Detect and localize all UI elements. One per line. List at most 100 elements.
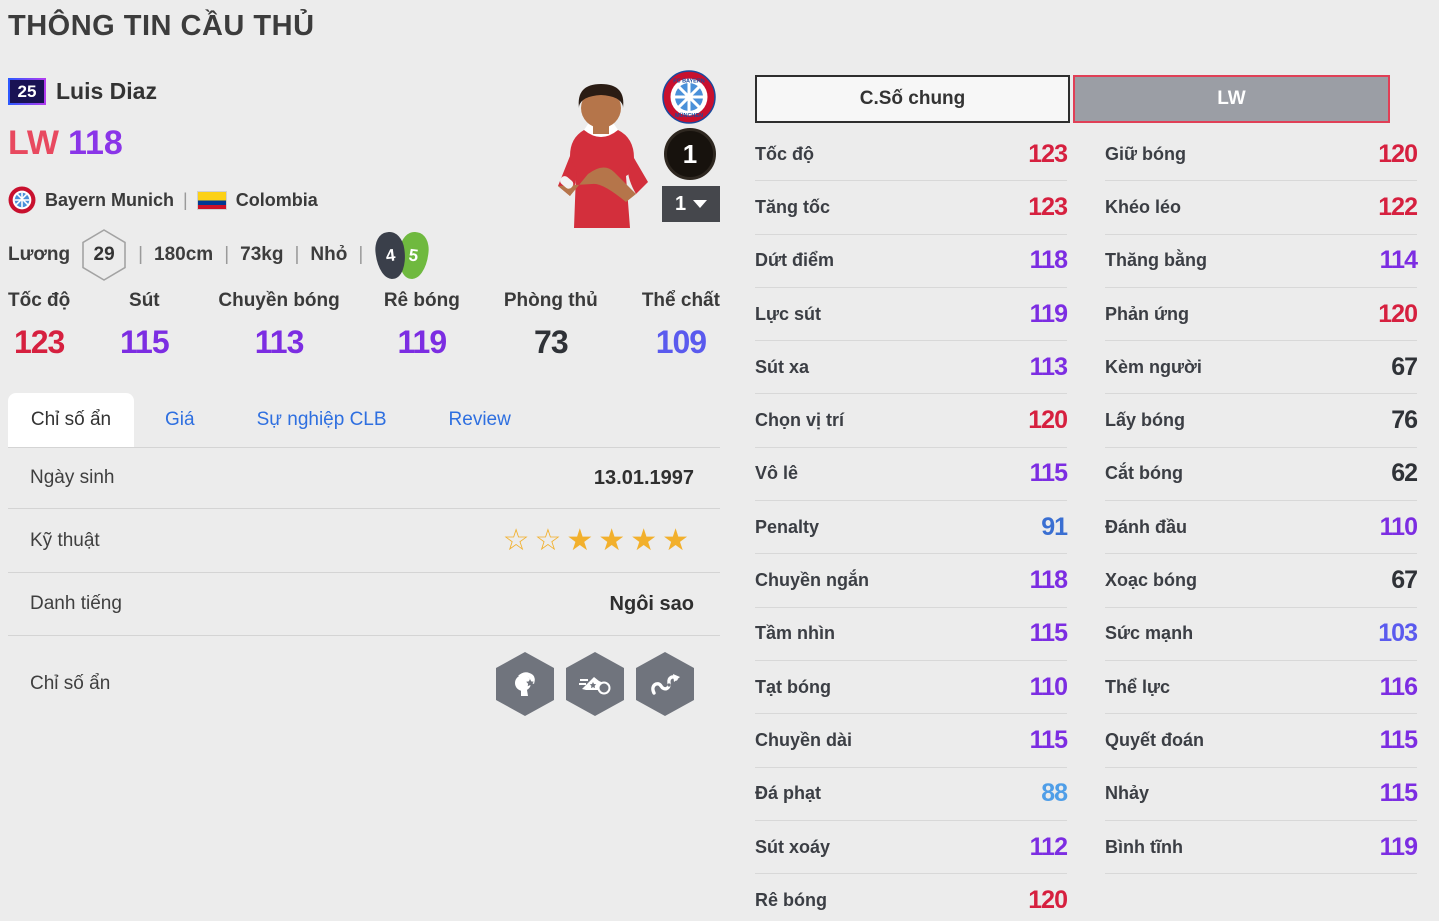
main-stat-label: Chuyền bóng — [218, 290, 340, 311]
stat-row: Sút xa 113 — [755, 341, 1068, 395]
main-stat-label: Sút — [129, 290, 160, 311]
separator: | — [358, 244, 364, 265]
player-summary-panel: 25 Luis Diaz LW 118 Bayern Munich | — [8, 70, 720, 913]
stat-value: 88 — [1041, 779, 1068, 808]
player-photo — [558, 84, 648, 228]
separator: | — [183, 189, 188, 210]
stat-label: Bình tĩnh — [1105, 836, 1183, 857]
stat-label: Thể lực — [1105, 676, 1171, 697]
stat-label: Cắt bóng — [1105, 463, 1183, 484]
stat-value: 120 — [1378, 139, 1418, 168]
stat-label: Tăng tốc — [755, 196, 830, 217]
stat-label: Chuyền dài — [755, 729, 853, 750]
svg-text:FC BAYERN: FC BAYERN — [673, 79, 705, 85]
main-stat-value: 109 — [655, 324, 707, 360]
main-stat-value: 115 — [120, 324, 170, 360]
stat-row: Giữ bóng 120 — [1105, 128, 1418, 182]
nation-name: Colombia — [235, 189, 318, 210]
separator: | — [224, 244, 230, 265]
tab-hidden-stats[interactable]: Chỉ số ẩn — [8, 393, 134, 447]
main-stat: Phòng thủ 73 — [504, 290, 598, 361]
stat-value: 120 — [1378, 299, 1418, 328]
stat-value: 110 — [1029, 672, 1068, 701]
stat-value: 115 — [1029, 619, 1068, 648]
stat-value: 119 — [1379, 832, 1418, 861]
stat-row: Đá phạt 88 — [755, 768, 1068, 821]
flag-colombia-icon — [196, 190, 227, 210]
position-stats-button[interactable]: LW — [1073, 75, 1390, 123]
stat-label: Xoạc bóng — [1105, 570, 1198, 591]
svg-text:MÜNCHEN: MÜNCHEN — [675, 112, 703, 119]
stat-value: 115 — [1379, 725, 1418, 754]
stat-value: 114 — [1379, 246, 1418, 275]
main-stat-value: 119 — [397, 324, 448, 360]
detailed-stats-panel: C.Số chung LW Tốc độ 123 Tăng tốc 123 Dứt đi… — [755, 70, 1420, 921]
level-dropdown[interactable]: 1 — [662, 186, 720, 222]
club-name: Bayern Munich — [45, 189, 175, 210]
main-stat: Tốc độ 123 — [8, 290, 70, 361]
club-crest-icon: FC BAYERN MÜNCHEN — [662, 70, 716, 124]
foot-rating: 4 5 — [373, 229, 432, 281]
stat-row: Tốc độ 123 — [755, 128, 1068, 182]
tab-bar: Chỉ số ẩn Giá Sự nghiệp CLB Review — [8, 393, 720, 447]
stat-row: Tạt bóng 110 — [755, 661, 1068, 715]
main-stats-row: Tốc độ 123 Sút 115 Chuyền bóng 113 Rê bóng 119 P… — [8, 290, 720, 361]
separator: | — [138, 244, 144, 265]
stat-row: Khéo léo 122 — [1105, 181, 1418, 235]
birth-label: Ngày sinh — [30, 467, 115, 488]
main-stat-label: Thể chất — [641, 290, 720, 311]
stat-value: 116 — [1379, 672, 1418, 701]
main-stat-label: Phòng thủ — [503, 290, 598, 311]
stat-value: 62 — [1391, 459, 1418, 488]
stat-label: Dứt điểm — [755, 250, 835, 271]
main-stat-label: Rê bóng — [383, 290, 460, 311]
stat-value: 103 — [1378, 619, 1418, 648]
player-rating: 118 — [67, 124, 123, 162]
stat-row: Bình tĩnh 119 — [1105, 821, 1418, 875]
stat-label: Sút xoáy — [755, 836, 831, 857]
main-stat-value: 113 — [254, 324, 305, 360]
tab-price[interactable]: Giá — [165, 409, 195, 430]
stat-row: Chuyền dài 115 — [755, 714, 1068, 768]
tab-club-career[interactable]: Sự nghiệp CLB — [256, 409, 387, 430]
stat-label: Lực sút — [755, 303, 822, 324]
stat-label: Đánh đầu — [1105, 516, 1188, 537]
main-stat: Rê bóng 119 — [384, 290, 460, 361]
table-row-birth: Ngày sinh 13.01.1997 — [8, 448, 720, 509]
hidden-label: Chỉ số ẩn — [30, 673, 111, 694]
hidden-info-table: Ngày sinh 13.01.1997 Kỹ thuật ☆☆★★★★ Dan… — [8, 447, 720, 732]
skill-stars: ☆☆★★★★ — [502, 524, 694, 557]
stat-value: 123 — [1028, 139, 1068, 168]
stat-label: Rê bóng — [755, 889, 827, 910]
stat-row: Lực sút 119 — [755, 288, 1068, 342]
stat-label: Sút xa — [755, 356, 810, 377]
player-position: LW — [8, 124, 59, 162]
stat-value: 113 — [1029, 352, 1068, 381]
table-row-fame: Danh tiếng Ngôi sao — [8, 573, 720, 636]
stat-label: Nhảy — [1105, 783, 1150, 804]
stat-value: 110 — [1379, 512, 1418, 541]
stat-row: Chọn vị trí 120 — [755, 394, 1068, 448]
stats-column-left: Tốc độ 123 Tăng tốc 123 Dứt điểm 118 Lực sút 11… — [755, 128, 1068, 921]
stat-value: 115 — [1029, 459, 1068, 488]
stat-value: 115 — [1379, 779, 1418, 808]
stat-row: Vô lê 115 — [755, 448, 1068, 502]
player-name-row: 25 Luis Diaz — [8, 78, 157, 105]
general-stats-button[interactable]: C.Số chung — [755, 75, 1070, 123]
stats-column-right: Giữ bóng 120 Khéo léo 122 Thăng bằng 114 Phản … — [1105, 128, 1418, 875]
stat-row: Tăng tốc 123 — [755, 181, 1068, 235]
stat-value: 120 — [1028, 406, 1068, 435]
main-stat-value: 123 — [13, 324, 65, 360]
fame-value: Ngôi sao — [609, 592, 694, 615]
separator: | — [294, 244, 300, 265]
stat-value: 118 — [1029, 246, 1068, 275]
stat-label: Tầm nhìn — [755, 623, 835, 644]
player-visual: FC BAYERN MÜNCHEN 1 1 — [540, 70, 724, 240]
stat-row: Chuyền ngắn 118 — [755, 554, 1068, 608]
tab-review[interactable]: Review — [448, 409, 511, 430]
main-stat-value: 73 — [534, 324, 569, 360]
stat-row: Penalty 91 — [755, 501, 1068, 555]
stat-row: Đánh đầu 110 — [1105, 501, 1418, 555]
stat-value: 115 — [1029, 725, 1068, 754]
page-title: THÔNG TIN CẦU THỦ — [8, 10, 315, 42]
